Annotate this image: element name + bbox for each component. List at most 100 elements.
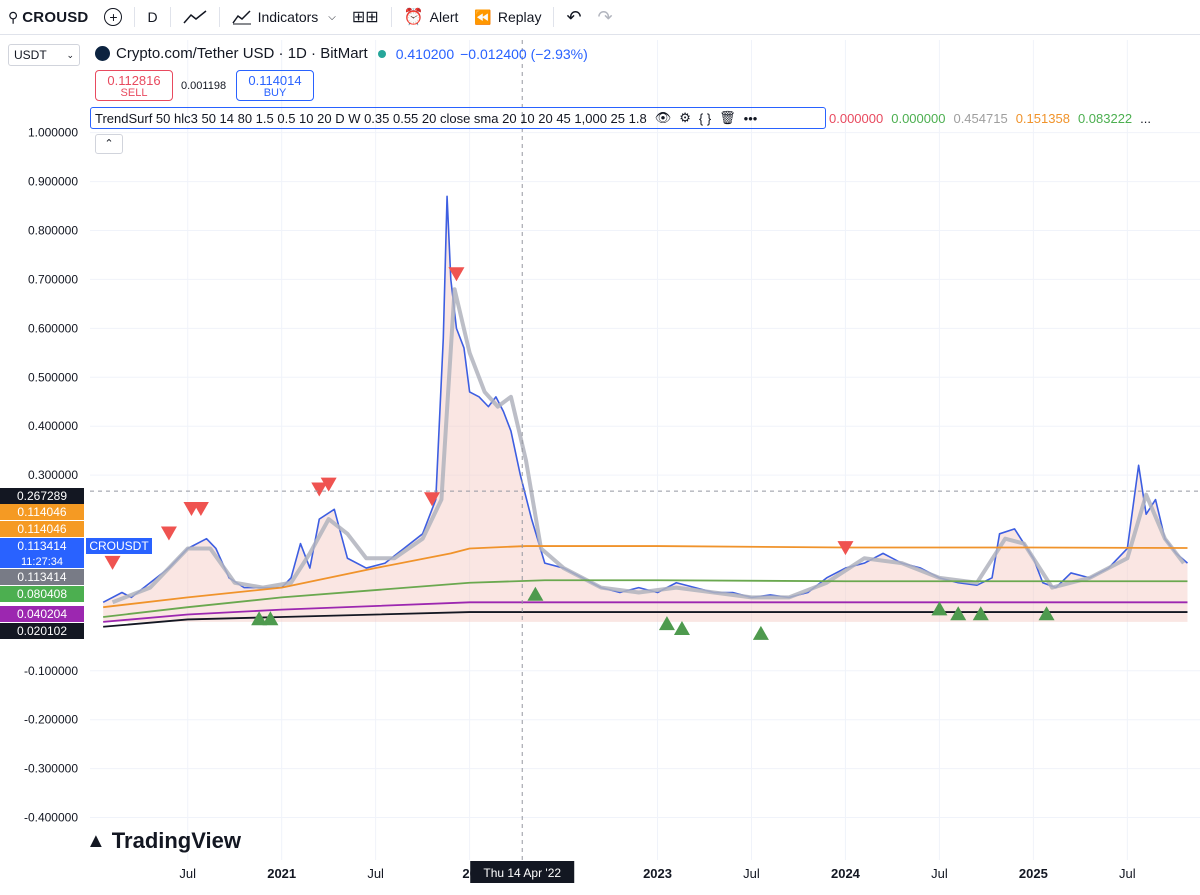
buy-signal-marker <box>673 620 690 635</box>
series-line <box>111 287 1186 605</box>
last-price: 0.410200 <box>395 45 455 62</box>
y-tick-label: 1.000000 <box>28 126 78 140</box>
sell-signal-marker <box>424 492 441 507</box>
buy-signal-marker <box>752 625 769 640</box>
price-tag-label: 0.114046 <box>17 522 66 536</box>
y-tick-label: -0.300000 <box>24 762 78 776</box>
price-chart[interactable]: 1.000000 0.900000 0.800000 0.700000 0.600000… <box>0 35 1200 895</box>
indicator-value: 0.000000 <box>829 111 884 126</box>
sell-signal-marker <box>160 526 177 541</box>
indicator-legend[interactable]: TrendSurf 50 hlc3 50 14 80 1.5 0.5 10 20… <box>90 107 826 129</box>
buy-signal-marker <box>931 601 948 616</box>
brand-name: TradingView <box>111 828 241 853</box>
divider <box>134 7 136 27</box>
price-scale-labels: 0.267289 0.114046 0.114046 0.113414 0.113414… <box>0 488 152 639</box>
sell-signal-marker <box>448 267 465 282</box>
price-tag-label: 0.020102 <box>17 624 67 638</box>
symbol-search-button[interactable]: ⚲ CROUSD <box>0 0 96 34</box>
rewind-icon: ⏪ <box>474 8 492 25</box>
divider <box>390 7 392 27</box>
x-tick-label: Jul <box>931 866 948 881</box>
buy-button[interactable]: 0.114014 BUY <box>236 70 314 101</box>
buy-signal-marker <box>658 616 675 631</box>
eye-icon[interactable]: 👁 <box>654 110 672 125</box>
interval-button[interactable]: D <box>139 0 165 34</box>
price-tag-label: 0.113414 <box>17 539 66 553</box>
indicator-value: ... <box>1140 111 1152 126</box>
price-tag-box <box>0 586 84 602</box>
y-tick-label: -0.400000 <box>24 811 78 825</box>
price-tag-label: 0.080408 <box>17 587 67 601</box>
y-tick-label: 0.800000 <box>28 224 78 238</box>
price-tag-box <box>0 521 84 537</box>
indicator-value: 0.454715 <box>953 111 1008 126</box>
grid-icon: ⊞⊞ <box>351 9 379 26</box>
buy-signal-marker <box>1038 606 1055 621</box>
alarm-clock-icon: ⏰ <box>403 9 424 26</box>
search-icon: ⚲ <box>8 8 19 25</box>
buy-signal-marker <box>262 611 279 626</box>
price-tag-box <box>0 569 84 585</box>
y-axis: 1.000000 0.900000 0.800000 0.700000 0.600000… <box>24 126 78 825</box>
indicator-values: 0.000000 0.000000 0.454715 0.151358 0.083222… <box>829 111 1151 126</box>
divider <box>553 7 555 27</box>
redo-icon: ↷ <box>597 6 613 27</box>
y-tick-label: -0.200000 <box>24 713 78 727</box>
replay-label: Replay <box>497 9 542 25</box>
alert-label: Alert <box>429 9 459 25</box>
currency-value: USDT <box>14 48 47 62</box>
buy-signal-marker <box>950 606 967 621</box>
top-toolbar: ⚲ CROUSD + D Indicators ⌵ ⊞⊞ ⏰ Alert ⏪ R… <box>0 0 1200 35</box>
price-tag-label: 0.113414 <box>17 570 66 584</box>
y-tick-label: 0.300000 <box>28 468 78 482</box>
tv-logo-icon: ▲ <box>86 829 106 852</box>
chart-type-button[interactable] <box>175 0 215 34</box>
undo-icon: ↶ <box>566 6 582 27</box>
series-line <box>103 601 1188 623</box>
exchange-logo-icon <box>95 46 110 61</box>
y-tick-label: -0.100000 <box>24 664 78 678</box>
crosshair-date-box <box>470 861 575 883</box>
indicators-button[interactable]: Indicators ⌵ <box>224 0 344 34</box>
redo-button[interactable]: ↷ <box>590 0 621 34</box>
source-code-icon[interactable]: { } <box>698 110 712 126</box>
x-tick-label: 2023 <box>643 866 672 881</box>
compare-button[interactable]: + <box>96 0 130 34</box>
buy-label: BUY <box>263 87 287 99</box>
price-tag-label: 0.267289 <box>17 489 67 503</box>
price-tag-box <box>0 504 84 520</box>
countdown-label: 11:27:34 <box>21 556 63 568</box>
series-lines <box>102 195 1189 628</box>
indicator-value: 0.083222 <box>1077 111 1133 126</box>
symbol-tag-label: CROUSDT <box>89 539 149 553</box>
y-tick-label: 0.400000 <box>28 419 78 433</box>
divider <box>169 7 171 27</box>
layouts-button[interactable]: ⊞⊞ <box>344 0 387 34</box>
price-tag-box <box>0 623 84 639</box>
symbol-label: CROUSD <box>22 8 89 26</box>
chart-grid <box>90 40 1200 860</box>
sell-signal-marker <box>320 477 337 492</box>
x-tick-label: 2024 <box>831 866 861 881</box>
collapse-legend-button[interactable]: ⌃ <box>95 134 123 154</box>
trash-icon[interactable]: 🗑 <box>719 110 736 125</box>
indicators-icon <box>231 10 251 25</box>
x-tick-label: Jul <box>743 866 760 881</box>
y-tick-label: 0.600000 <box>28 321 78 335</box>
replay-button[interactable]: ⏪ Replay <box>466 0 549 34</box>
undo-button[interactable]: ↶ <box>558 0 589 34</box>
alert-button[interactable]: ⏰ Alert <box>396 0 467 34</box>
settings-icon[interactable]: ⚙ <box>679 110 691 125</box>
y-tick-label: 0.500000 <box>28 370 78 384</box>
price-tag-box <box>0 488 84 504</box>
series-line <box>103 545 1188 609</box>
sell-button[interactable]: 0.112816 SELL <box>95 70 173 101</box>
x-tick-label: Jul <box>1119 866 1136 881</box>
line-chart-icon <box>183 10 207 24</box>
add-symbol-icon: + <box>104 8 123 26</box>
currency-select[interactable]: USDT ⌄ <box>8 44 80 66</box>
more-icon[interactable]: ••• <box>743 110 758 126</box>
buy-signal-marker <box>527 586 544 601</box>
y-tick-label: 0.700000 <box>28 272 78 286</box>
indicators-label: Indicators <box>257 9 319 25</box>
